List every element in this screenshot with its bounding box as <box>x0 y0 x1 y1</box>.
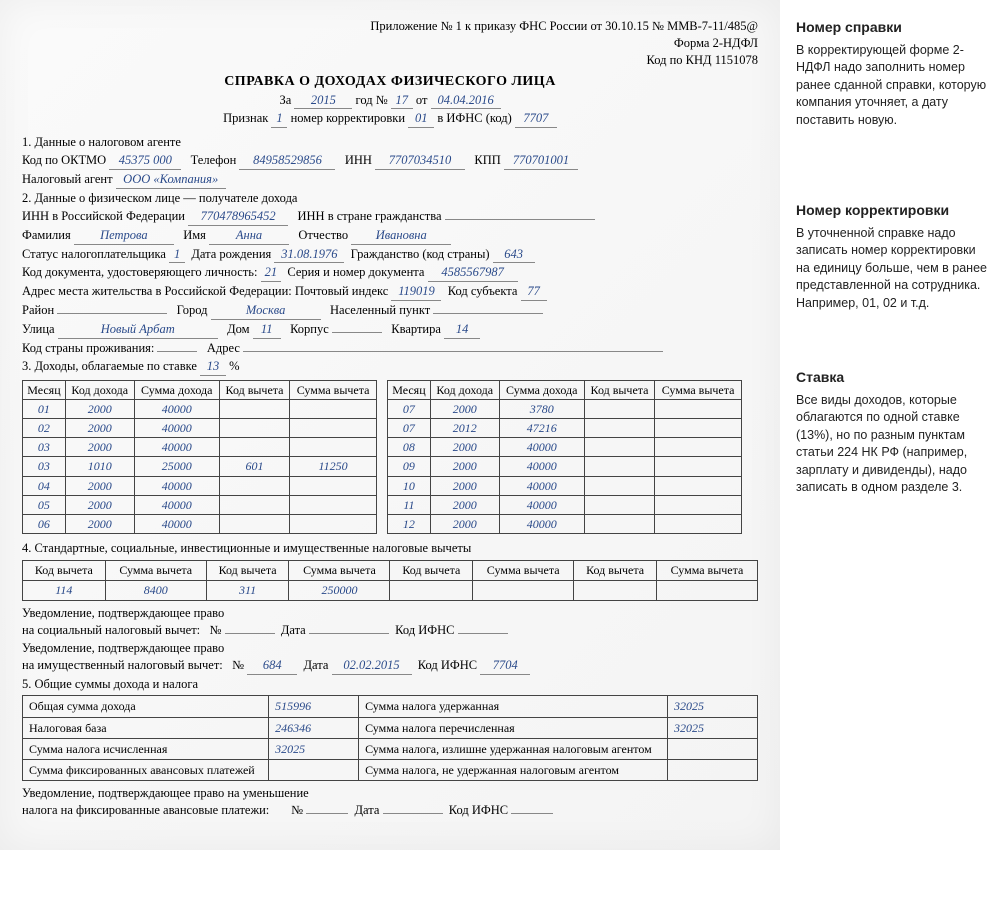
annotation-3: Ставка Все виды доходов, которые облагаю… <box>796 368 990 497</box>
header-line-2: Форма 2-НДФЛ <box>22 35 758 52</box>
totals-table: Общая сумма дохода515996Сумма налога уде… <box>22 695 758 781</box>
document-title: СПРАВКА О ДОХОДАХ ФИЗИЧЕСКОГО ЛИЦА <box>22 73 758 92</box>
income-tables: Месяц Код дохода Сумма дохода Код вычета… <box>22 380 758 535</box>
header-line-3: Код по КНД 1151078 <box>22 52 758 69</box>
subtitle: За 2015 год № 17 от 04.04.2016 <box>22 92 758 110</box>
section-5-head: 5. Общие суммы дохода и налога <box>22 676 758 693</box>
annotations-sidebar: Номер справки В корректирующей форме 2-Н… <box>780 0 1000 850</box>
annotation-2: Номер корректировки В уточненной справке… <box>796 201 990 312</box>
section-1-head: 1. Данные о налоговом агенте <box>22 134 758 151</box>
section-1-line-2: Налоговый агент ООО «Компания» <box>22 171 758 189</box>
header-line-1: Приложение № 1 к приказу ФНС России от 3… <box>22 18 758 35</box>
section-2-head: 2. Данные о физическом лице — получателе… <box>22 190 758 207</box>
annotation-1: Номер справки В корректирующей форме 2-Н… <box>796 18 990 129</box>
deductions-table: Код вычетаСумма вычетаКод вычетаСумма вы… <box>22 560 758 601</box>
document-form: Приложение № 1 к приказу ФНС России от 3… <box>0 0 780 850</box>
income-table-left: Месяц Код дохода Сумма дохода Код вычета… <box>22 380 377 535</box>
section-1-line-1: Код по ОКТМО 45375 000 Телефон 849585298… <box>22 152 758 170</box>
priznak-line: Признак 1 номер корректировки 01 в ИФНС … <box>22 110 758 128</box>
section-4-head: 4. Стандартные, социальные, инвестиционн… <box>22 540 758 557</box>
income-table-right: Месяц Код дохода Сумма дохода Код вычета… <box>387 380 742 535</box>
